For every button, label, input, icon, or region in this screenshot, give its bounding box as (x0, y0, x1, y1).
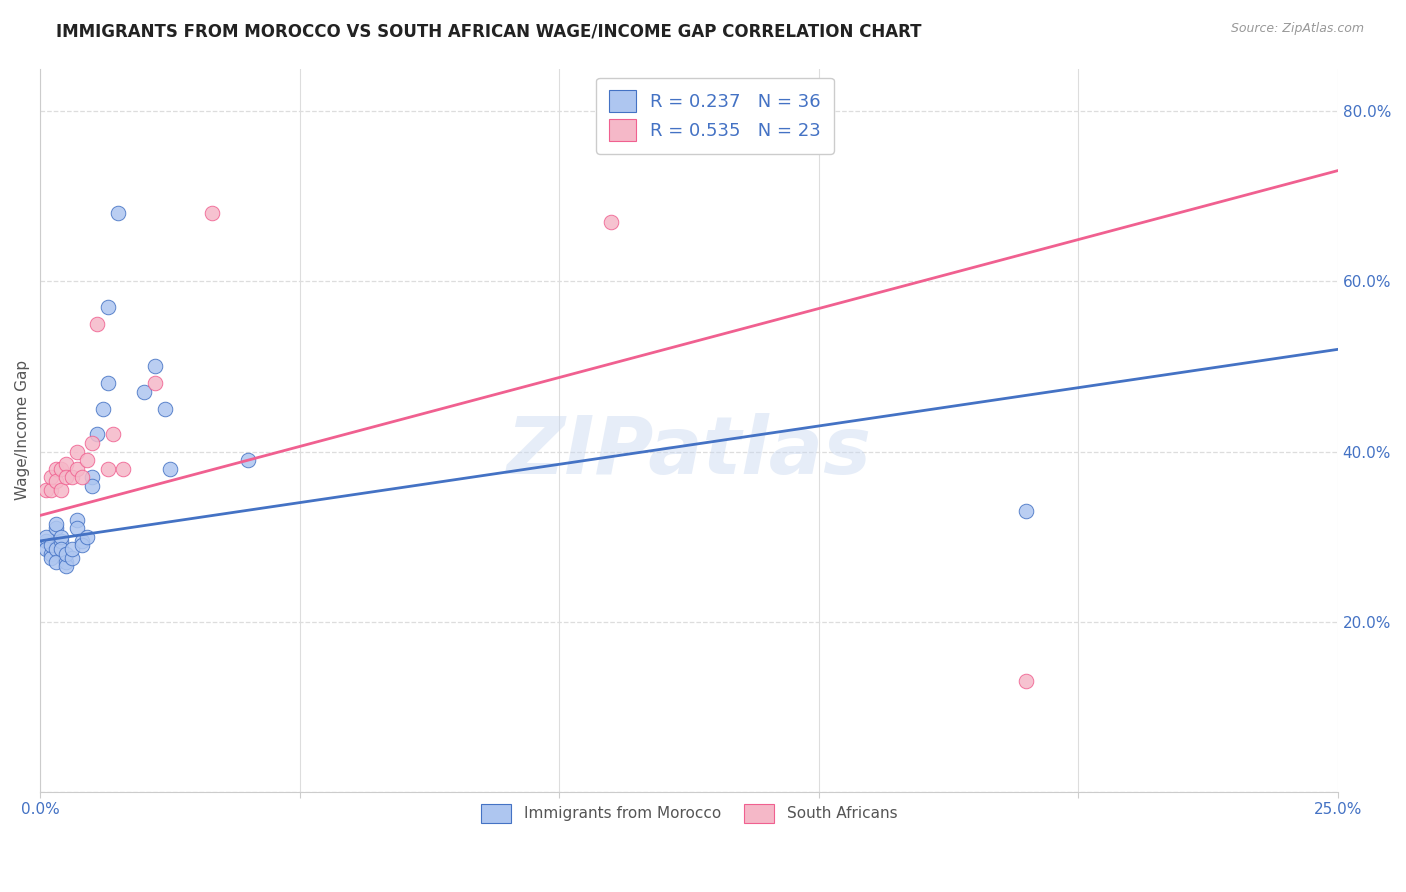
Y-axis label: Wage/Income Gap: Wage/Income Gap (15, 360, 30, 500)
Point (143, 359, 166, 374)
Point (55, 555, 77, 569)
Point (51, 533, 73, 548)
Text: Source: ZipAtlas.com: Source: ZipAtlas.com (1230, 22, 1364, 36)
Point (76, 453, 98, 467)
Point (39, 550, 62, 565)
Point (39, 547, 62, 561)
Point (86, 427, 108, 442)
Point (51, 483, 73, 497)
Point (60, 542, 83, 557)
Text: ZIPatlas: ZIPatlas (506, 413, 872, 491)
Point (55, 559, 77, 574)
Point (1015, 674, 1038, 689)
Point (55, 470, 77, 484)
Point (70, 470, 93, 484)
Legend: Immigrants from Morocco, South Africans: Immigrants from Morocco, South Africans (468, 792, 910, 835)
Point (143, 376, 166, 391)
Point (55, 457, 77, 471)
Point (107, 206, 129, 220)
Point (45, 516, 67, 531)
Point (39, 483, 62, 497)
Point (45, 555, 67, 569)
Point (34, 533, 56, 548)
Point (97, 376, 120, 391)
Point (60, 550, 83, 565)
Point (66, 513, 89, 527)
Point (51, 542, 73, 557)
Point (82, 470, 104, 484)
Point (76, 530, 98, 544)
Point (66, 444, 89, 458)
Point (97, 300, 120, 314)
Point (34, 483, 56, 497)
Text: IMMIGRANTS FROM MOROCCO VS SOUTH AFRICAN WAGE/INCOME GAP CORRELATION CHART: IMMIGRANTS FROM MOROCCO VS SOUTH AFRICAN… (56, 22, 922, 40)
Point (134, 384, 156, 399)
Point (1015, 504, 1038, 518)
Point (55, 547, 77, 561)
Point (82, 436, 104, 450)
Point (97, 461, 120, 475)
Point (66, 521, 89, 535)
Point (201, 206, 224, 220)
Point (39, 470, 62, 484)
Point (101, 427, 124, 442)
Point (34, 542, 56, 557)
Point (112, 461, 135, 475)
Point (51, 461, 73, 475)
Point (39, 538, 62, 552)
Point (45, 521, 67, 535)
Point (45, 542, 67, 557)
Point (45, 461, 67, 475)
Point (70, 538, 93, 552)
Point (600, 215, 623, 229)
Point (34, 530, 56, 544)
Point (236, 453, 259, 467)
Point (70, 533, 93, 548)
Point (60, 470, 83, 484)
Point (82, 478, 104, 492)
Point (45, 475, 67, 489)
Point (91, 401, 114, 416)
Point (159, 461, 181, 475)
Point (51, 530, 73, 544)
Point (66, 461, 89, 475)
Point (153, 401, 176, 416)
Point (86, 317, 108, 331)
